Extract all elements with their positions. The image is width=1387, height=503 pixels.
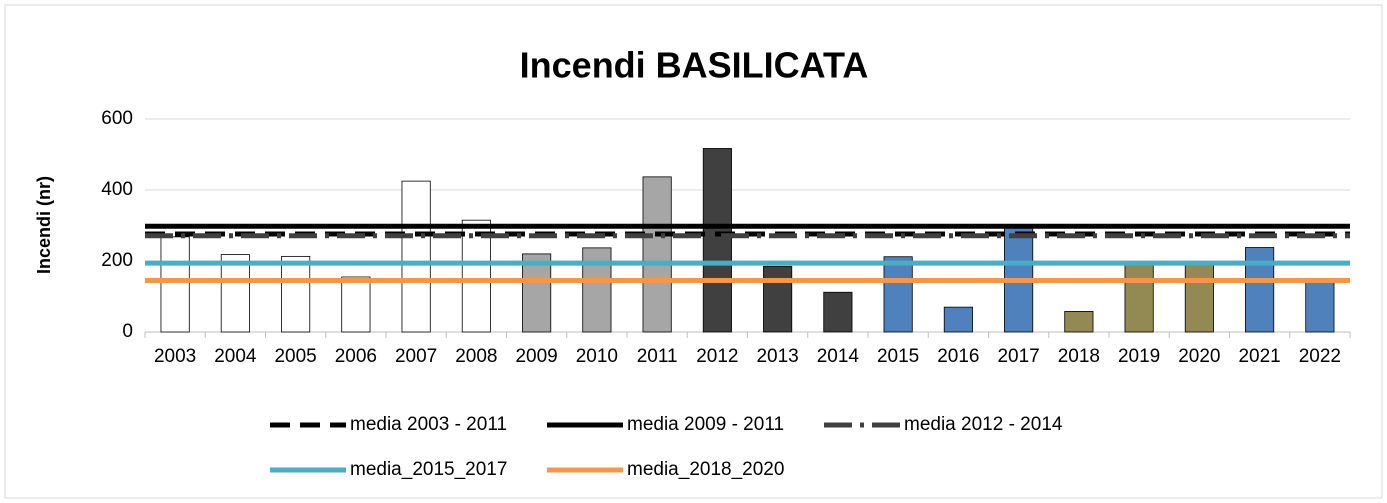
legend-label: media_2015_2017 xyxy=(350,459,507,480)
bar xyxy=(1245,247,1275,333)
x-tick-label: 2004 xyxy=(214,346,257,367)
legend-label: media 2009 - 2011 xyxy=(627,414,784,435)
x-tick-label: 2011 xyxy=(637,346,678,367)
bar xyxy=(1124,264,1154,333)
bar xyxy=(281,255,311,333)
legend-label: media 2012 - 2014 xyxy=(904,414,1063,435)
x-tick-label: 2003 xyxy=(154,346,196,367)
legend-label: media 2003 - 2011 xyxy=(350,414,507,435)
x-tick-label: 2012 xyxy=(696,346,738,367)
bar xyxy=(582,247,612,333)
bar xyxy=(883,256,913,333)
x-tick-label: 2019 xyxy=(1118,346,1160,367)
x-tick-label: 2006 xyxy=(335,346,377,367)
y-tick-label: 200 xyxy=(101,250,133,271)
bar xyxy=(160,236,190,333)
x-tick-label: 2010 xyxy=(576,346,618,367)
bar xyxy=(1184,264,1214,333)
chart-title: Incendi BASILICATA xyxy=(520,45,869,86)
bar xyxy=(702,148,732,333)
bar xyxy=(642,176,672,333)
x-tick-label: 2017 xyxy=(997,346,1039,367)
y-tick-label: 0 xyxy=(122,321,133,342)
x-tick-label: 2018 xyxy=(1058,346,1100,367)
bar xyxy=(461,219,491,333)
bar xyxy=(1305,279,1335,333)
x-tick-label: 2022 xyxy=(1299,346,1341,367)
legend-label: media_2018_2020 xyxy=(627,459,784,480)
x-tick-label: 2016 xyxy=(937,346,979,367)
x-tick-label: 2009 xyxy=(515,346,557,367)
x-tick-label: 2020 xyxy=(1178,346,1220,367)
bar xyxy=(401,180,431,333)
x-tick-label: 2013 xyxy=(756,346,798,367)
bar xyxy=(1064,311,1094,333)
bar xyxy=(763,265,793,333)
chart-frame xyxy=(4,4,1383,499)
bar xyxy=(943,306,973,333)
bar xyxy=(522,253,552,333)
y-axis-label: Incendi (nr) xyxy=(34,176,54,274)
y-tick-label: 600 xyxy=(101,108,133,129)
x-tick-label: 2014 xyxy=(817,346,860,367)
x-tick-label: 2015 xyxy=(877,346,919,367)
x-tick-label: 2008 xyxy=(455,346,497,367)
bar xyxy=(220,254,250,333)
x-tick-label: 2007 xyxy=(395,346,437,367)
x-tick-label: 2005 xyxy=(274,346,316,367)
bar xyxy=(823,291,853,333)
x-tick-label: 2021 xyxy=(1238,346,1280,367)
y-tick-label: 400 xyxy=(101,179,133,200)
bar xyxy=(341,276,371,333)
